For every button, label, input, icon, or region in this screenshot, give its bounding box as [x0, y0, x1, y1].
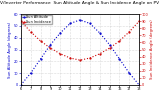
- Y-axis label: Sun Altitude Angle (degrees): Sun Altitude Angle (degrees): [8, 21, 12, 78]
- Text: Solar PV/Inverter Performance  Sun Altitude Angle & Sun Incidence Angle on PV Pa: Solar PV/Inverter Performance Sun Altitu…: [0, 1, 160, 5]
- Y-axis label: Sun Incidence Angle (degrees): Sun Incidence Angle (degrees): [150, 20, 154, 79]
- Legend: Sun Altitude, Sun Incidence: Sun Altitude, Sun Incidence: [21, 15, 52, 24]
